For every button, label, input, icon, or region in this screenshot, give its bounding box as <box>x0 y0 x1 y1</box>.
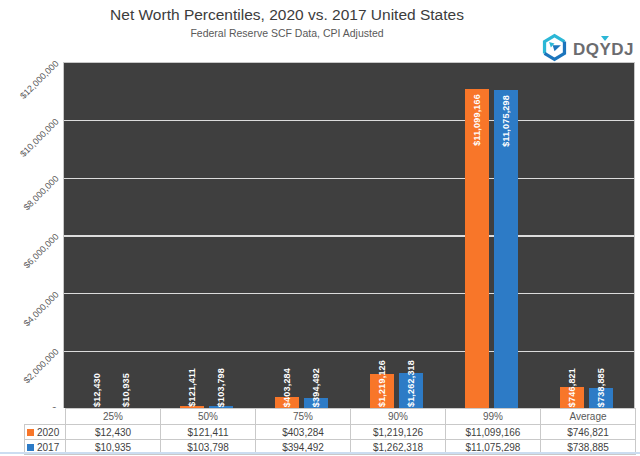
bar-value-label: $1,262,318 <box>406 360 416 407</box>
table-corner-cell <box>25 409 66 425</box>
gridline <box>64 120 634 122</box>
legend-swatch-2017 <box>27 444 34 451</box>
legend-label: 2020 <box>37 427 59 438</box>
y-axis-label: $10,000,000 <box>17 115 61 159</box>
bar-value-label: $738,885 <box>596 368 606 407</box>
y-axis-label: $12,000,000 <box>17 58 61 102</box>
y-axis-label: $8,000,000 <box>21 173 61 213</box>
value-cell: $746,821 <box>541 425 636 440</box>
value-cell: $1,219,126 <box>351 425 446 440</box>
legend-cell-2020: 2020 <box>25 425 66 440</box>
bar-value-label: $103,798 <box>216 368 226 407</box>
bar-value-label: $1,219,126 <box>377 360 387 407</box>
bottom-divider <box>0 452 640 454</box>
legend-swatch-2020 <box>27 429 34 436</box>
data-table: 25%50%75%90%99%Average 2020 $12,430$121,41… <box>24 408 636 455</box>
value-cell: $12,430 <box>66 425 161 440</box>
gridline <box>64 293 634 295</box>
category-header: 99% <box>446 409 541 425</box>
bar-value-label: $11,075,298 <box>501 95 511 147</box>
value-cell: $121,411 <box>161 425 256 440</box>
table-row-2020: 2020 $12,430$121,411$403,284$1,219,126$11… <box>25 425 636 440</box>
value-cell: $403,284 <box>256 425 351 440</box>
gridline <box>64 178 634 180</box>
bar-value-label: $10,935 <box>121 373 131 407</box>
y-axis-label: $4,000,000 <box>21 288 61 328</box>
table-header-row: 25%50%75%90%99%Average <box>25 409 636 425</box>
bar-value-label: $403,284 <box>282 368 292 407</box>
bar-value-label: $394,492 <box>311 368 321 407</box>
bar-value-label: $12,430 <box>92 373 102 407</box>
category-header: 50% <box>161 409 256 425</box>
y-axis-label: $6,000,000 <box>21 231 61 271</box>
category-header: Average <box>541 409 636 425</box>
bar-value-label: $11,099,166 <box>472 94 482 146</box>
bar-value-label: $746,821 <box>567 368 577 407</box>
category-header: 90% <box>351 409 446 425</box>
bar-value-label: $121,411 <box>187 368 197 407</box>
plot-area: $12,430 $10,935 $121,411 $103,798 $403,284 $3… <box>63 62 635 410</box>
value-cell: $11,099,166 <box>446 425 541 440</box>
chart-canvas: Net Worth Percentiles, 2020 vs. 2017 Uni… <box>0 0 640 456</box>
category-header: 75% <box>256 409 351 425</box>
y-axis-label: $2,000,000 <box>21 346 61 386</box>
gridline <box>64 351 634 353</box>
gridline <box>64 235 634 237</box>
category-header: 25% <box>66 409 161 425</box>
